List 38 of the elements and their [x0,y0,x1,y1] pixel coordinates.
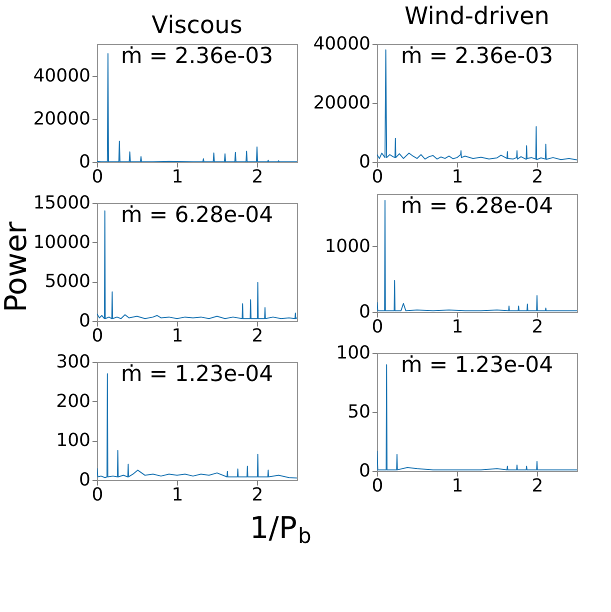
chart-title: Viscous [152,11,242,39]
x-tick-label: 1 [172,484,184,506]
x-tick-label: 1 [172,326,184,346]
y-tick-label: 20000 [313,92,370,114]
y-axis-title: Power [0,220,34,312]
y-tick-label: 0 [79,152,90,172]
y-tick-label: 10000 [33,232,90,253]
y-tick-label: 40000 [33,66,90,87]
y-tick-label: 5000 [44,271,90,292]
y-tick-label: 40000 [313,34,370,54]
y-tick-label: 100 [56,430,90,452]
x-tick-label: 2 [532,166,544,188]
annotation: ṁ = 6.28e-04 [400,194,554,219]
y-tick-label: 15000 [33,192,90,214]
y-tick-label: 0 [359,302,370,322]
y-tick-label: 100 [336,342,370,364]
annotation: ṁ = 2.36e-03 [400,44,554,69]
y-tick-label: 0 [359,460,370,482]
y-tick-label: 200 [56,390,90,412]
y-tick-label: 1000 [324,236,370,257]
x-tick-label: 1 [452,476,464,496]
y-tick-label: 20000 [33,108,90,130]
annotation: ṁ = 1.23e-04 [400,353,554,378]
annotation: ṁ = 6.28e-04 [120,203,274,228]
x-tick-label: 1 [172,166,184,188]
x-tick-label: 2 [532,316,544,338]
x-tick-label: 2 [252,326,264,346]
x-tick-label: 2 [532,476,544,496]
x-tick-label: 1 [452,166,464,188]
y-tick-label: 50 [348,402,370,422]
annotation: ṁ = 1.23e-04 [120,362,274,387]
x-tick-label: 2 [252,166,264,188]
y-tick-label: 300 [56,352,90,372]
chart-title: Wind-driven [404,2,550,30]
annotation: ṁ = 2.36e-03 [120,44,274,69]
x-tick-label: 2 [252,484,264,506]
y-tick-label: 0 [359,152,370,172]
x-tick-label: 1 [452,316,464,338]
